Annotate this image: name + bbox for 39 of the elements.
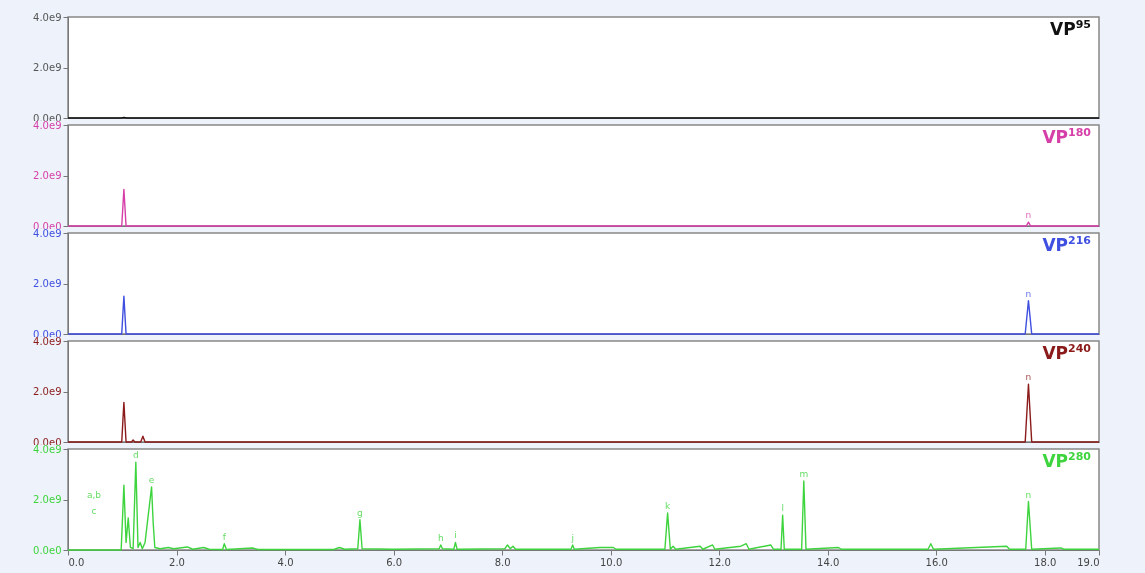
chart-title: VP$^{280}$ bbox=[1042, 450, 1091, 471]
annotation: d bbox=[132, 450, 139, 461]
x-tick-label: 16.0 bbox=[925, 556, 948, 568]
annotation: j bbox=[570, 532, 574, 543]
annotation: g bbox=[357, 507, 363, 518]
y-tick-label: 2.0e9 bbox=[33, 494, 62, 505]
x-tick-label: 8.0 bbox=[494, 556, 511, 568]
annotation: f bbox=[222, 531, 227, 542]
annotation: m bbox=[799, 469, 809, 480]
annotation: i bbox=[454, 530, 457, 541]
y-tick-label: 0.0e0 bbox=[33, 544, 62, 556]
annotation: h bbox=[437, 532, 444, 543]
annotation: n bbox=[1025, 210, 1032, 221]
chart-title: VP$^{240}$ bbox=[1042, 342, 1091, 363]
annotation: n bbox=[1025, 372, 1032, 383]
y-tick-label: 2.0e9 bbox=[33, 62, 62, 73]
x-tick-label: 12.0 bbox=[708, 556, 731, 568]
annotation: n bbox=[1025, 288, 1032, 299]
x-tick-label: 2.0 bbox=[169, 556, 185, 568]
y-tick-label: 4.0e9 bbox=[33, 11, 62, 23]
y-tick-label: 2.0e9 bbox=[33, 278, 62, 289]
x-tick-label: 0.0 bbox=[68, 556, 85, 568]
x-tick-label: 19.0 bbox=[1077, 556, 1100, 568]
annotation: k bbox=[665, 500, 671, 511]
x-tick-label: 4.0 bbox=[277, 556, 294, 568]
annotation: c bbox=[91, 506, 97, 517]
x-tick-label: 10.0 bbox=[600, 556, 623, 568]
annotation: a,b bbox=[86, 490, 102, 501]
x-tick-label: 6.0 bbox=[386, 556, 403, 568]
y-tick-label: 2.0e9 bbox=[33, 386, 62, 397]
x-tick-label: 18.0 bbox=[1034, 556, 1057, 568]
chart-title: VP$^{180}$ bbox=[1042, 126, 1091, 147]
y-tick-label: 2.0e9 bbox=[33, 170, 62, 181]
chart-title: VP$^{216}$ bbox=[1042, 234, 1091, 255]
annotation: l bbox=[781, 503, 784, 514]
annotation: n bbox=[1025, 489, 1032, 500]
chart-title: VP$^{95}$ bbox=[1050, 18, 1091, 39]
x-tick-label: 14.0 bbox=[817, 556, 840, 568]
annotation: e bbox=[148, 474, 155, 485]
